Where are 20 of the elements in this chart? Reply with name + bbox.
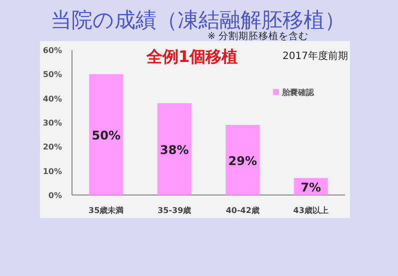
text: 29% [228, 154, 257, 168]
x-tick-label: 35歳未満 [88, 206, 124, 215]
text: 50% [92, 128, 120, 143]
title: 当院の成績（凍結融解胚移植） [50, 8, 346, 32]
y-tick-label: 20% [42, 142, 62, 152]
legend-label: 胎嚢確認 [281, 88, 315, 97]
subtitle: ※ 分割期胚移植を含む [208, 31, 308, 42]
y-tick-label: 50% [42, 70, 62, 80]
y-tick-label: 60% [42, 46, 62, 55]
annotation: 2017年度前期 [282, 50, 348, 62]
x-tick-label: 43歳以上 [293, 206, 328, 215]
text: 7% [300, 180, 322, 195]
y-tick-label: 30% [42, 118, 62, 128]
text: 38% [160, 143, 189, 158]
y-tick-label: 0% [48, 191, 62, 200]
y-tick-label: 40% [42, 94, 62, 104]
x-tick-label: 40-42歳 [226, 206, 260, 215]
x-tick-label: 35-39歳 [158, 206, 192, 215]
y-tick-label: 10% [42, 166, 62, 176]
annotation: 全例1個移植 [145, 47, 238, 66]
